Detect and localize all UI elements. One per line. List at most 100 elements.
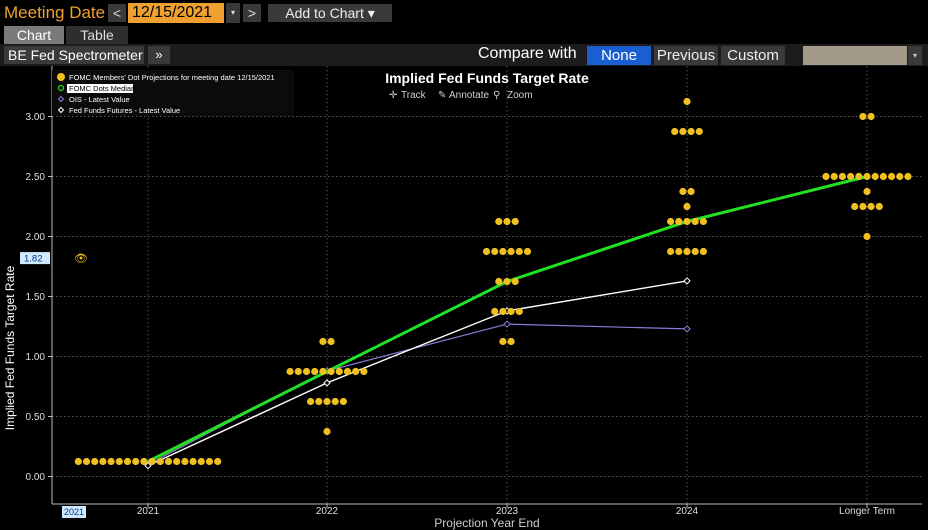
y-tick-label: 0.50: [26, 412, 46, 423]
dot-point: [699, 247, 708, 256]
legend-label-dots: FOMC Members' Dot Projections for meetin…: [69, 73, 275, 82]
legend-label-ois: OIS - Latest Value: [69, 95, 130, 104]
grid: [52, 66, 922, 504]
legend-ois-marker: [57, 95, 65, 103]
dot-point: [683, 202, 691, 211]
chart-toolbar: ✛ Track ✎ Annotate ⚲ Zoom: [389, 90, 533, 101]
date-input[interactable]: 12/15/2021: [128, 3, 224, 23]
series-point-2: [683, 277, 691, 285]
dot-point: [675, 247, 683, 256]
dot-point: [888, 172, 896, 181]
dot-point: [352, 367, 360, 376]
x-tick-label: 2023: [496, 506, 519, 517]
dot-point: [499, 337, 507, 346]
legend-dot-marker: [57, 73, 65, 81]
compare-with-label: Compare with: [478, 45, 577, 62]
x-tick-label: 2021: [137, 506, 160, 517]
series-point-2: [323, 379, 331, 387]
dot-point: [499, 307, 507, 316]
dot-point: [99, 457, 107, 466]
dot-point: [107, 457, 115, 466]
dot-point: [507, 307, 515, 316]
legend: FOMC Members' Dot Projections for meetin…: [52, 70, 294, 116]
tab-table[interactable]: Table: [66, 26, 128, 44]
add-to-chart-button[interactable]: Add to Chart ▾: [268, 4, 392, 22]
axes: 0.00 0.50 1.00 1.50 2.00 2.50 3.00 2021 2022 2023…: [20, 66, 922, 518]
custom-dropdown-button[interactable]: ▾: [908, 46, 922, 65]
legend-highlight: [67, 84, 133, 93]
dot-point: [495, 277, 503, 286]
x-tick-label: 2022: [316, 506, 339, 517]
dot-point: [327, 337, 335, 346]
dot-point: [822, 172, 830, 181]
dot-point: [867, 202, 875, 211]
dot-point: [867, 112, 875, 121]
series-line-1: [147, 323, 688, 466]
dot-point: [671, 127, 679, 136]
zoom-button[interactable]: Zoom: [507, 90, 533, 101]
dot-point: [319, 337, 327, 346]
dot-point: [699, 217, 708, 226]
dot-point: [855, 172, 863, 181]
x-start-highlight: [62, 506, 86, 518]
series-point-1: [503, 320, 511, 328]
compare-previous-button[interactable]: Previous: [654, 46, 718, 65]
dot-point: [499, 247, 507, 256]
dot-point: [851, 202, 859, 211]
tab-chart[interactable]: Chart: [4, 26, 64, 44]
dot-point: [691, 217, 699, 226]
dot-point: [863, 172, 871, 181]
dot-point: [123, 457, 132, 466]
y-tick-label: 3.00: [26, 112, 46, 123]
series-point-1: [683, 325, 691, 333]
dot-point: [871, 172, 879, 181]
dot-point: [896, 172, 904, 181]
dot-point: [286, 367, 294, 376]
compare-none-button[interactable]: None: [587, 46, 651, 65]
dot-point: [491, 247, 499, 256]
x-axis-title: Projection Year End: [434, 516, 539, 530]
dot-point: [507, 337, 515, 346]
dot-point: [863, 232, 871, 241]
compare-custom-button[interactable]: Custom: [721, 46, 785, 65]
dot-point: [294, 367, 302, 376]
dot-point: [315, 397, 323, 406]
dot-point: [667, 217, 675, 226]
next-date-button[interactable]: >: [243, 4, 261, 22]
x-tick-label: Longer Term: [839, 506, 895, 517]
current-value-marker: [20, 252, 50, 265]
dot-point: [132, 457, 140, 466]
dot-point: [491, 307, 499, 316]
date-dropdown-button[interactable]: ▾: [226, 3, 240, 23]
x-start-label: 2021: [64, 507, 84, 517]
dot-point: [679, 187, 687, 196]
dot-point: [339, 397, 347, 406]
expand-arrow-icon[interactable]: »: [148, 46, 170, 64]
dot-point: [847, 172, 855, 181]
dot-point: [323, 427, 331, 436]
dot-point: [323, 397, 331, 406]
dot-point: [214, 457, 222, 466]
legend-label-futures: Fed Funds Futures - Latest Value: [69, 106, 180, 115]
track-button[interactable]: Track: [401, 90, 427, 101]
y-tick-label: 2.50: [26, 172, 46, 183]
annotate-button[interactable]: Annotate: [449, 90, 489, 101]
dot-point: [173, 457, 181, 466]
prev-date-button[interactable]: <: [108, 4, 126, 22]
dot-point: [164, 457, 173, 466]
dot-point: [859, 202, 867, 211]
dot-point: [503, 217, 511, 226]
legend-label-median: FOMC Dots Median: [69, 84, 135, 93]
dot-point: [311, 367, 319, 376]
dot-point: [343, 367, 352, 376]
dot-point: [679, 127, 687, 136]
spectrometer-title[interactable]: BE Fed Spectrometer: [4, 46, 144, 64]
y-tick-label: 0.00: [26, 472, 46, 483]
dot-point: [687, 187, 695, 196]
dot-point: [511, 277, 519, 286]
dot-point: [327, 367, 335, 376]
eye-icon: 👁: [74, 253, 88, 265]
dot-point: [181, 457, 189, 466]
custom-date-field[interactable]: [803, 46, 907, 65]
dot-point: [156, 457, 164, 466]
